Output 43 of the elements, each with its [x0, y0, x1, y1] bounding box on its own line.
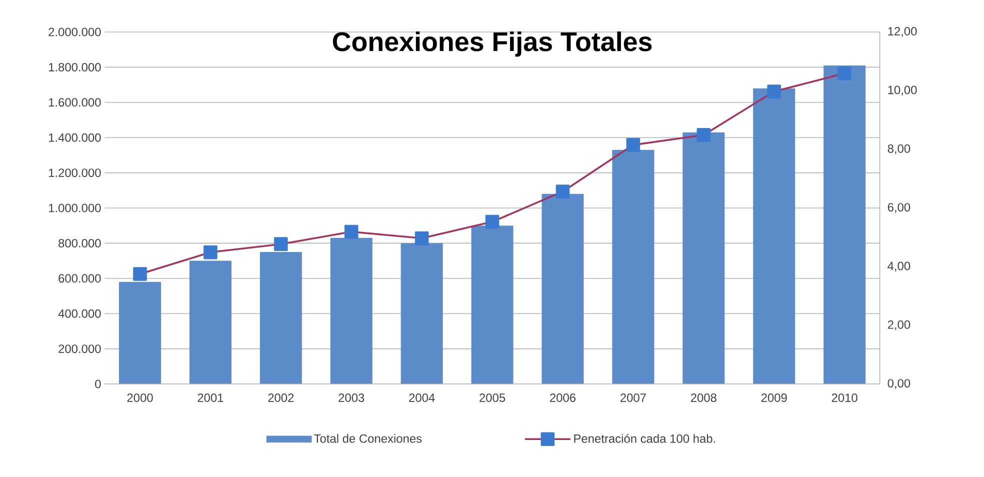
- y-tick-label: 1.200.000: [48, 168, 101, 178]
- y2-tick-label: 2,00: [888, 320, 910, 330]
- y2-tick-label: 4,00: [888, 262, 910, 272]
- y-tick-label: 1.000.000: [48, 204, 101, 212]
- x-tick-label: 2004: [409, 394, 435, 402]
- bar: [189, 260, 232, 384]
- bar: [330, 238, 372, 384]
- y-tick-label: 1.400.000: [48, 133, 101, 142]
- x-tick-label: 2001: [198, 394, 224, 402]
- x-tick-label: 2006: [550, 394, 576, 402]
- x-tick-label: 2010: [832, 394, 858, 402]
- y-tick-label: 1.800.000: [48, 62, 101, 72]
- y-tick-label: 0: [95, 380, 101, 388]
- y-tick-label: 2.000.000: [48, 28, 101, 36]
- y2-tick-label: 10,00: [888, 86, 917, 96]
- bar: [682, 132, 725, 384]
- x-tick-label: 2002: [268, 394, 294, 402]
- bar: [260, 252, 302, 384]
- y-tick-label: 400.000: [58, 309, 101, 318]
- y2-tick-label: 6,00: [888, 203, 910, 213]
- legend-label: Penetración cada 100 hab.: [574, 434, 716, 443]
- y2-tick-label: 12,00: [888, 27, 917, 37]
- x-tick-label: 2007: [620, 394, 646, 402]
- x-tick-label: 2003: [338, 394, 364, 402]
- y-tick-label: 200.000: [58, 344, 101, 354]
- x-tick-label: 2000: [127, 394, 153, 402]
- y2-tick-label: 8,00: [888, 144, 910, 154]
- chart-title: Conexiones Fijas Totales: [332, 32, 652, 57]
- y-tick-label: 600.000: [58, 274, 101, 283]
- bar: [753, 88, 796, 384]
- bar: [612, 150, 654, 384]
- bar: [542, 194, 584, 384]
- bar: [119, 282, 161, 384]
- legend-label: Total de Conexiones: [314, 434, 422, 443]
- x-tick-label: 2009: [761, 394, 787, 402]
- y2-tick-label: 0,00: [888, 379, 910, 389]
- y-tick-label: 800.000: [58, 238, 101, 248]
- bar: [400, 243, 443, 384]
- bar: [471, 226, 514, 384]
- y-tick-label: 1.600.000: [48, 98, 101, 107]
- bar: [824, 65, 866, 384]
- x-tick-label: 2005: [480, 394, 506, 402]
- x-tick-label: 2008: [690, 394, 716, 402]
